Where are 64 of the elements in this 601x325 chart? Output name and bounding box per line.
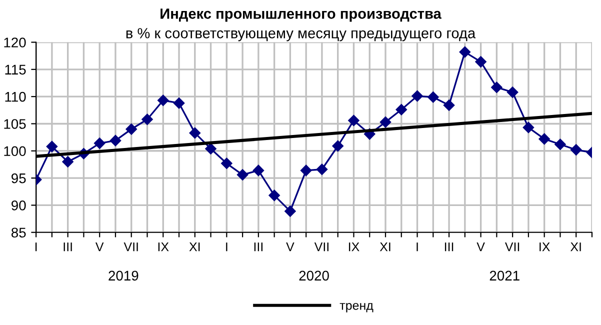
point <box>110 134 122 146</box>
point <box>570 144 582 156</box>
point <box>412 90 423 102</box>
text: тренд <box>340 302 374 312</box>
y-tick-label: 115 <box>5 64 26 75</box>
x-tick-label: III <box>254 242 262 252</box>
point <box>459 46 471 58</box>
text: 2019 <box>108 270 138 281</box>
point <box>316 164 328 175</box>
point <box>300 164 312 176</box>
x-tick-label: XI <box>380 242 390 252</box>
text: 2021 <box>490 270 520 281</box>
point <box>173 97 185 109</box>
x-tick-label: V <box>286 242 294 252</box>
x-tick-label: VII <box>504 242 520 252</box>
y-tick-label: 120 <box>4 38 26 48</box>
point <box>94 138 106 149</box>
x-tick-label: I <box>416 242 418 252</box>
point <box>428 92 439 103</box>
y-tick-label: 100 <box>4 146 26 156</box>
point <box>506 86 518 98</box>
point <box>236 169 248 180</box>
point <box>443 100 455 111</box>
point <box>205 143 216 154</box>
y-tick-label: 105 <box>4 119 26 129</box>
x-tick-label: VII <box>124 242 138 252</box>
point <box>189 127 200 139</box>
y-tick-label: 85 <box>11 228 26 238</box>
y-tick-label: 95 <box>12 173 26 184</box>
point <box>332 140 344 152</box>
point <box>252 164 264 176</box>
x-tick-label: I <box>226 242 228 252</box>
x-tick-label: V <box>95 242 104 252</box>
point <box>142 114 153 125</box>
point <box>491 82 502 93</box>
point <box>554 138 566 150</box>
y-tick-label: 110 <box>5 92 26 102</box>
point <box>221 158 232 169</box>
point <box>158 94 169 106</box>
point <box>348 114 360 126</box>
point <box>62 156 74 168</box>
x-tick-label: III <box>64 242 72 252</box>
point <box>522 122 534 134</box>
point <box>284 206 296 217</box>
x-tick-label: III <box>444 242 454 252</box>
x-tick-label: IX <box>158 242 169 252</box>
x-tick-label: XI <box>189 242 200 252</box>
y-tick-label: 90 <box>12 200 26 210</box>
x-tick-label: VII <box>314 242 328 252</box>
point <box>396 104 407 116</box>
text: 2020 <box>299 270 329 281</box>
x-tick-label: XI <box>570 242 581 252</box>
chart-title: Индекс промышленного производства <box>160 8 442 22</box>
x-tick-label: IX <box>540 242 550 252</box>
point <box>126 124 137 135</box>
point <box>46 140 58 152</box>
chart-subtitle: в % к соответствующему месяцу предыдущего года <box>126 28 476 42</box>
point <box>538 133 550 145</box>
x-tick-label: IX <box>348 242 360 252</box>
point <box>380 116 392 128</box>
point <box>268 190 280 202</box>
x-tick-label: V <box>476 242 485 252</box>
point <box>475 56 486 68</box>
x-tick-label: I <box>35 242 37 252</box>
